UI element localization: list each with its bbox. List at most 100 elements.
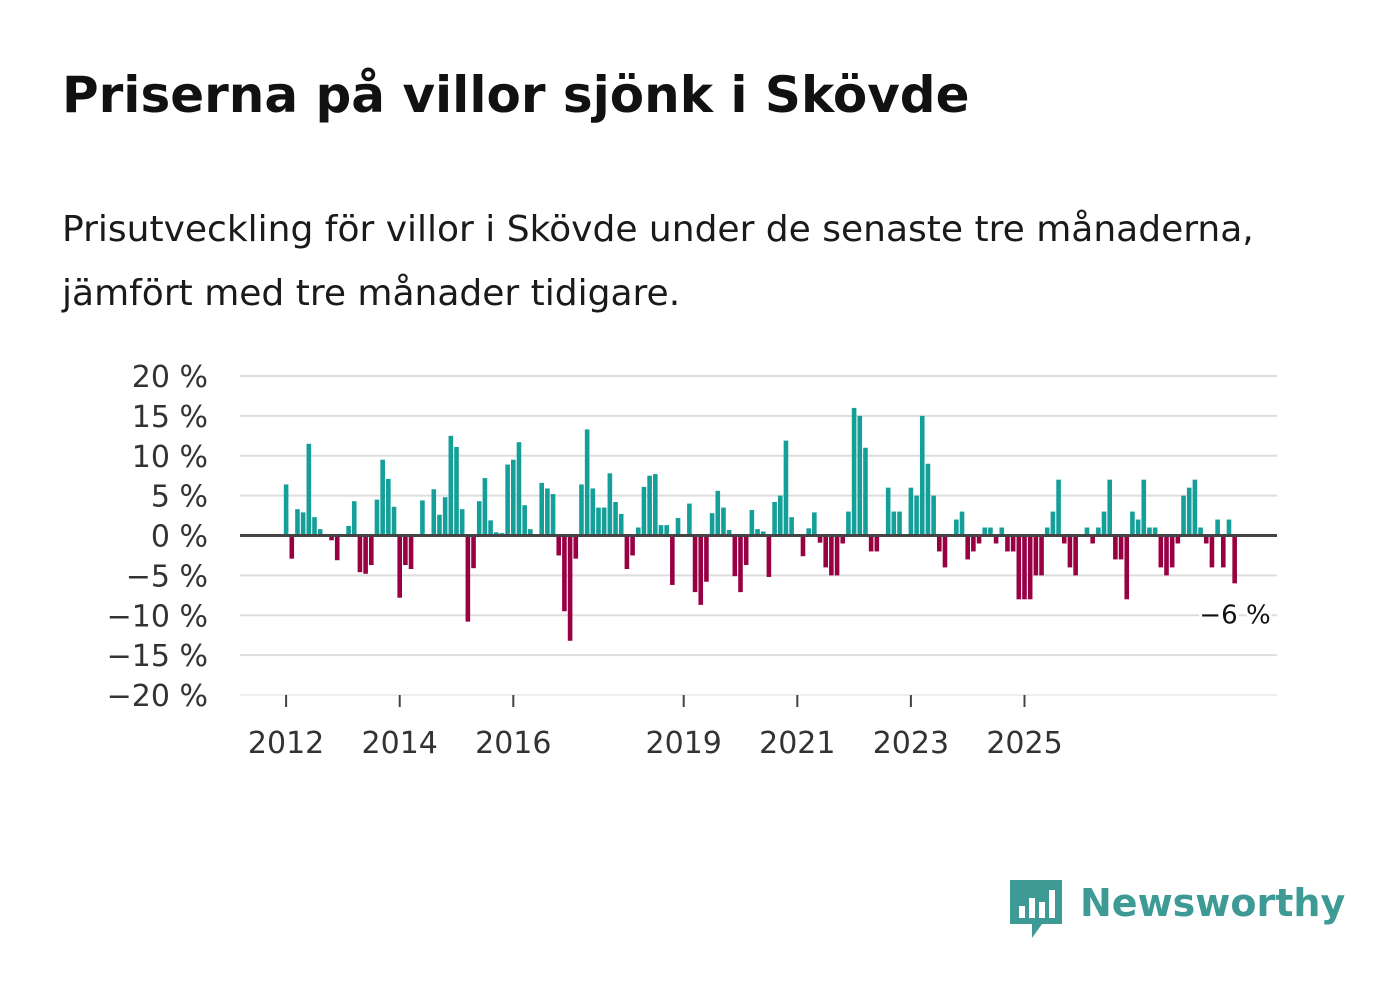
bar <box>613 502 618 536</box>
bar <box>391 506 397 536</box>
bar <box>635 527 641 536</box>
bar <box>1164 535 1169 576</box>
bar <box>505 464 510 536</box>
newsworthy-logo-icon <box>1010 880 1062 938</box>
bar <box>488 520 493 536</box>
gridlines <box>240 375 1277 696</box>
bar <box>1005 535 1010 552</box>
bar <box>925 463 931 536</box>
bar <box>1130 511 1135 536</box>
y-tick-label: 10 % <box>132 440 208 475</box>
y-tick-label: 0 % <box>151 520 208 555</box>
bar <box>369 535 374 566</box>
bar <box>675 517 681 536</box>
brand: Newsworthy <box>1010 880 1345 940</box>
y-tick-label: 20 % <box>132 360 208 395</box>
bar <box>1067 535 1073 568</box>
bar <box>1226 519 1232 536</box>
bar <box>363 535 368 574</box>
bar <box>1209 535 1215 568</box>
bar <box>482 478 488 536</box>
bar <box>618 513 624 536</box>
bar <box>664 525 669 536</box>
bar <box>755 529 760 536</box>
bar <box>522 505 527 536</box>
bar <box>1198 527 1203 536</box>
bar <box>840 535 846 544</box>
y-tick-label: −10 % <box>107 599 208 634</box>
bar <box>1101 511 1107 536</box>
bar <box>539 482 544 536</box>
bar <box>511 459 516 536</box>
x-tick-label: 2014 <box>362 726 438 761</box>
bar <box>738 535 743 593</box>
bar <box>937 535 942 552</box>
bar <box>1096 527 1101 536</box>
bar <box>931 495 936 536</box>
annotations: −6 % <box>1196 597 1273 633</box>
y-tick-label: −20 % <box>107 679 208 714</box>
bar <box>601 507 607 536</box>
bar <box>709 513 715 536</box>
bar <box>1147 527 1152 536</box>
bar <box>1033 535 1039 576</box>
bar <box>317 529 323 536</box>
bar <box>283 484 289 536</box>
bar <box>306 443 312 536</box>
bar <box>295 509 300 536</box>
bar <box>1084 527 1090 536</box>
bar <box>857 415 863 536</box>
bar <box>300 512 306 536</box>
bar <box>647 475 652 536</box>
bar <box>726 529 732 536</box>
bar <box>692 535 698 593</box>
chart-title: Priserna på villor sjönk i Skövde <box>62 66 970 124</box>
bar <box>567 535 573 641</box>
bar <box>442 497 448 536</box>
bar <box>545 488 550 536</box>
x-axis-ticks: 2012 2014 2016 2019 2021 2023 2025 <box>248 695 1063 761</box>
bar <box>1186 487 1192 536</box>
bar <box>812 512 817 536</box>
bar <box>641 486 647 536</box>
bar <box>431 489 437 536</box>
bar <box>493 532 499 536</box>
bar <box>562 535 567 612</box>
y-tick-label: −15 % <box>107 639 208 674</box>
bar <box>584 429 590 536</box>
bar <box>1232 535 1237 584</box>
bar <box>908 487 914 536</box>
bar <box>329 535 334 541</box>
bar <box>374 499 380 536</box>
bar <box>715 490 721 536</box>
bar <box>885 487 891 536</box>
bar <box>823 535 828 568</box>
bar <box>1221 535 1226 568</box>
bar <box>408 535 414 569</box>
bar <box>687 503 692 536</box>
bar <box>357 535 363 573</box>
y-axis-ticks: 20 % 15 % 10 % 5 % 0 % −5 % −10 % −15 % −20 % <box>107 360 208 714</box>
bar <box>749 509 755 536</box>
bar <box>653 474 658 536</box>
bar <box>670 535 675 585</box>
bar <box>351 501 357 536</box>
bar <box>1169 535 1175 568</box>
bar <box>1039 535 1044 576</box>
bar <box>959 511 965 536</box>
bar <box>891 511 897 536</box>
bar <box>1118 535 1124 560</box>
bar <box>942 535 948 568</box>
bar <box>993 535 999 544</box>
bar <box>624 535 630 569</box>
x-tick-label: 2012 <box>248 726 324 761</box>
bar <box>596 507 601 536</box>
bar <box>630 535 635 556</box>
bar <box>556 535 562 556</box>
bar <box>550 494 556 536</box>
bar <box>914 495 919 536</box>
bar <box>834 535 840 576</box>
bar <box>1016 535 1022 600</box>
y-tick-label: 15 % <box>132 400 208 435</box>
